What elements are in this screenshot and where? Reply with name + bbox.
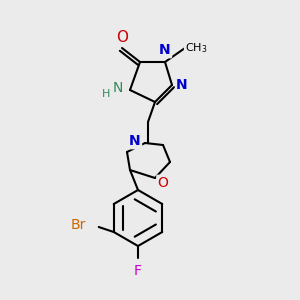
Text: H: H (102, 89, 110, 99)
Text: Br: Br (71, 218, 86, 232)
Text: F: F (134, 264, 142, 278)
Text: N: N (129, 134, 141, 148)
Text: N: N (159, 43, 171, 57)
Text: O: O (116, 31, 128, 46)
Text: N: N (113, 81, 123, 95)
Text: O: O (158, 176, 168, 190)
Text: CH$_3$: CH$_3$ (185, 41, 208, 55)
Text: N: N (176, 78, 188, 92)
